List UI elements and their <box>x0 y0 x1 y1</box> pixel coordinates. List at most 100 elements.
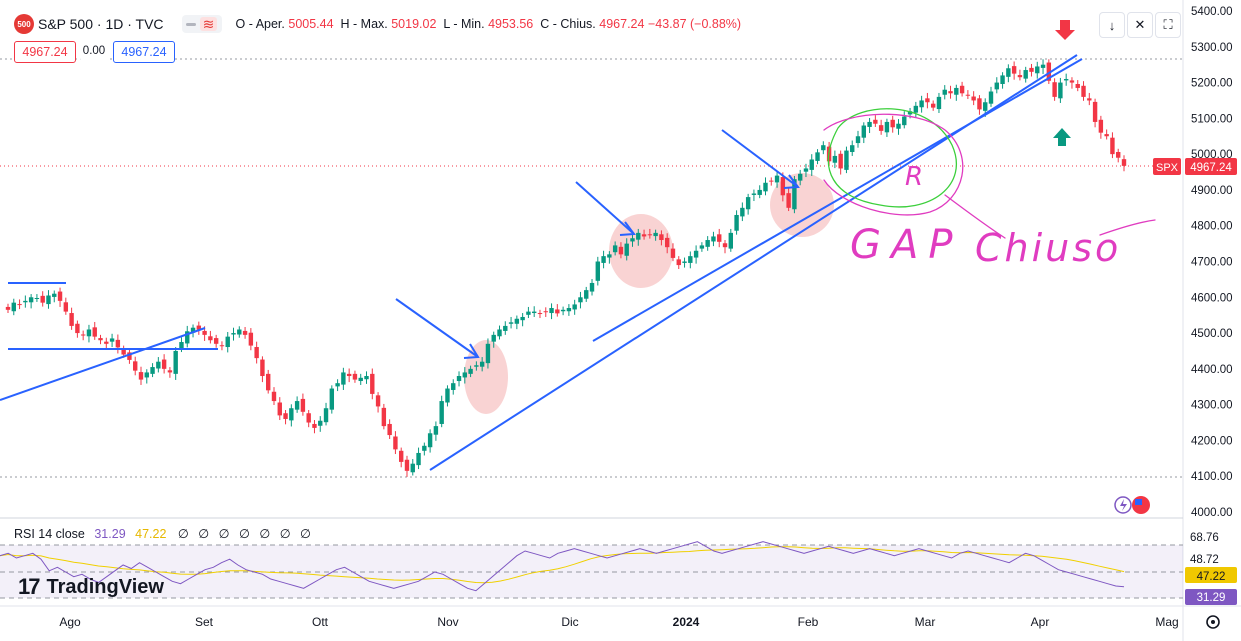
candle-body <box>647 234 653 236</box>
arrow-head-dec[interactable] <box>619 221 636 236</box>
arrow-line-jan[interactable] <box>721 129 799 188</box>
high-value: 5019.02 <box>391 17 437 31</box>
candle-body <box>416 452 421 466</box>
candle-body <box>664 237 670 248</box>
time-axis-label: Set <box>195 615 214 629</box>
last-price-tag-bg <box>1185 158 1237 175</box>
price-axis-label: 4300.00 <box>1191 400 1233 412</box>
arrow-line-dec[interactable] <box>575 181 635 235</box>
candle-body <box>69 313 74 326</box>
rsi-legend: RSI 14 close 31.29 47.22 ∅ ∅ ∅ ∅ ∅ ∅ ∅ <box>14 526 314 541</box>
close-label: C - Chius. <box>540 17 596 31</box>
candle-body <box>121 348 126 355</box>
candle-body <box>1104 134 1109 137</box>
trendline-secondary[interactable] <box>592 58 1083 342</box>
candles-group <box>5 59 1127 477</box>
candle-body <box>23 300 28 303</box>
candle-body <box>352 373 358 380</box>
candle-body <box>86 329 92 337</box>
candle-body <box>792 179 797 210</box>
candle-body <box>884 121 890 133</box>
trendlines[interactable] <box>0 54 1083 471</box>
collapse-icon[interactable]: ✕ <box>1127 12 1153 38</box>
candle-body <box>503 325 508 331</box>
candle-body <box>520 316 525 321</box>
rsi-title[interactable]: RSI 14 close <box>14 527 85 541</box>
candle-body <box>624 243 629 256</box>
time-axis-label: Mar <box>915 615 936 629</box>
pink-tail <box>1099 219 1156 236</box>
candle-body <box>925 98 930 103</box>
price-axis-label: 5100.00 <box>1191 113 1233 125</box>
candle-body <box>63 302 69 312</box>
us-flag-canton <box>1135 499 1142 505</box>
lightning-glyph <box>1120 499 1127 511</box>
candle-body <box>427 433 433 448</box>
candle-body <box>133 361 138 371</box>
fullscreen-icon[interactable]: ⛶ <box>1155 12 1181 38</box>
candle-body <box>283 413 288 419</box>
buy-price-button[interactable]: 4967.24 <box>113 41 175 63</box>
candle-body <box>948 91 953 94</box>
candle-body <box>404 459 410 471</box>
candle-body <box>393 436 398 450</box>
candle-body <box>451 383 456 390</box>
down-arrow-icon[interactable]: ↓ <box>1099 12 1125 38</box>
arrow-head-nov[interactable] <box>463 343 480 359</box>
spx-ticker-label: SPX <box>1156 162 1179 174</box>
candle-body <box>705 240 710 247</box>
candle-body <box>28 297 34 303</box>
price-axis-label: 4100.00 <box>1191 471 1233 483</box>
tradingview-mark-icon: 17 <box>18 574 41 599</box>
candle-body <box>312 423 317 428</box>
candle-body <box>878 125 884 131</box>
candle-body <box>375 395 381 407</box>
candle-body <box>364 376 369 380</box>
sell-price-button[interactable]: 4967.24 <box>14 41 76 63</box>
down-signal-icon <box>1055 20 1075 40</box>
candle-body <box>850 145 855 152</box>
candle-body <box>896 123 901 129</box>
time-axis-label: Feb <box>798 615 819 629</box>
candle-body <box>485 343 491 364</box>
candle-body <box>1046 62 1052 81</box>
price-axis-label: 4700.00 <box>1191 257 1233 269</box>
candle-body <box>589 282 595 292</box>
candle-body <box>138 372 144 380</box>
price-axis-label: 4800.00 <box>1191 221 1233 233</box>
tradingview-name: TradingView <box>46 575 164 598</box>
pink-stroke <box>944 194 1006 239</box>
candle-body <box>335 383 340 387</box>
candle-body <box>988 91 994 104</box>
high-label: H - Max. <box>340 17 388 31</box>
candle-body <box>1011 66 1017 74</box>
symbol-title[interactable]: S&P 500 · 1D · TVC <box>38 16 164 32</box>
candle-body <box>433 426 439 435</box>
rsi-axis-label-upper: 68.76 <box>1190 532 1219 544</box>
candle-body <box>676 259 681 266</box>
chart-style-toggle[interactable]: ≋ <box>181 15 222 33</box>
r-text: R <box>905 162 923 192</box>
candle-body <box>930 103 936 108</box>
candle-body <box>780 177 786 196</box>
candle-body <box>861 125 866 138</box>
candle-body <box>422 445 427 451</box>
candle-body <box>821 145 826 151</box>
candle-body <box>549 308 554 314</box>
handwritten-annotations: GAP Chiuso R <box>823 108 1156 270</box>
trendline-aug-sep[interactable] <box>0 327 206 401</box>
candle-body <box>994 82 999 90</box>
candle-body <box>98 338 103 341</box>
candle-body <box>462 372 468 378</box>
candle-body <box>815 152 820 161</box>
arrow-line-nov[interactable] <box>395 298 479 358</box>
price-axis-panel[interactable] <box>1183 0 1241 641</box>
time-axis-label: Apr <box>1031 615 1050 629</box>
arrow-head-jan[interactable] <box>783 174 800 189</box>
gear-icon[interactable] <box>1206 615 1220 629</box>
candle-body <box>46 295 51 305</box>
tradingview-logo[interactable]: 17 TradingView <box>18 574 164 600</box>
candle-body <box>17 304 22 306</box>
candle-body <box>531 311 537 314</box>
